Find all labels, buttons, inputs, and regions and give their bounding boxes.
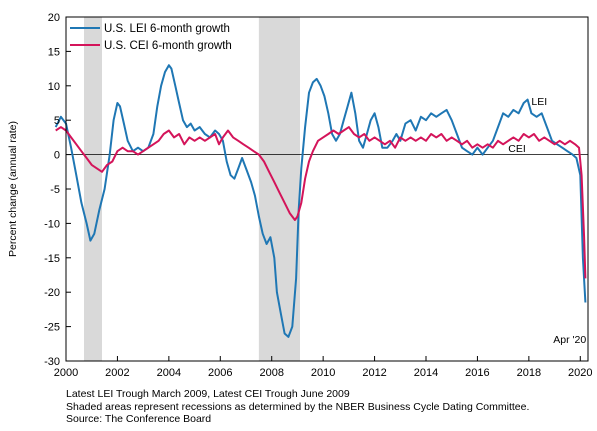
footnotes: Latest LEI Trough March 2009, Latest CEI… (66, 388, 529, 426)
footnote-trough: Latest LEI Trough March 2009, Latest CEI… (66, 388, 350, 400)
x-tick-label: 2008 (259, 367, 283, 379)
x-tick-label: 2014 (414, 367, 438, 379)
x-tick-label: 2002 (105, 367, 129, 379)
x-tick-label: 2020 (568, 367, 592, 379)
series-labels: LEI CEI (508, 96, 547, 155)
y-tick-label: -5 (50, 184, 60, 196)
legend-entry-lei: U.S. LEI 6-month growth (104, 23, 230, 35)
x-tick-label: 2010 (311, 367, 335, 379)
series-line-cei (55, 126, 587, 279)
y-tick-label: 5 (54, 115, 60, 127)
y-axis-ticks: 20 15 10 5 0 -5 -10 -15 -20 -25 -30 (44, 12, 71, 368)
y-tick-label: -10 (44, 218, 60, 230)
footnote-source: Source: The Conference Board (66, 413, 212, 425)
recession-shading (84, 17, 300, 361)
y-tick-label: -30 (44, 356, 60, 368)
y-tick-label: -25 (44, 322, 60, 334)
x-tick-label: 2012 (362, 367, 386, 379)
x-tick-label: 2000 (54, 367, 78, 379)
x-tick-label: 2004 (157, 367, 181, 379)
x-tick-label: 2016 (465, 367, 489, 379)
series-label-lei: LEI (531, 96, 547, 108)
series-label-cei: CEI (508, 143, 526, 155)
legend-entry-cei: U.S. CEI 6-month growth (104, 40, 232, 52)
series-lines (54, 64, 587, 338)
y-tick-label: 10 (48, 81, 60, 93)
legend: U.S. LEI 6-month growth U.S. CEI 6-month … (70, 23, 232, 52)
x-tick-label: 2006 (208, 367, 232, 379)
x-tick-label: 2018 (517, 367, 541, 379)
series-line-lei (54, 64, 587, 338)
plot-frame (65, 16, 589, 362)
y-tick-label: -20 (44, 287, 60, 299)
y-tick-label: 0 (54, 150, 60, 162)
recession-band-1 (84, 17, 102, 361)
y-axis-label: Percent change (annual rate) (7, 121, 19, 257)
y-tick-label: -15 (44, 253, 60, 265)
x-axis-ticks: 2000 2002 2004 2006 2008 2010 2012 2014 2016 2018… (54, 356, 593, 379)
y-tick-label: 15 (48, 46, 60, 58)
footnote-recession: Shaded areas represent recessions as det… (66, 400, 530, 413)
y-tick-label: 20 (48, 12, 60, 24)
annotation-apr-20: Apr '20 (553, 334, 586, 346)
